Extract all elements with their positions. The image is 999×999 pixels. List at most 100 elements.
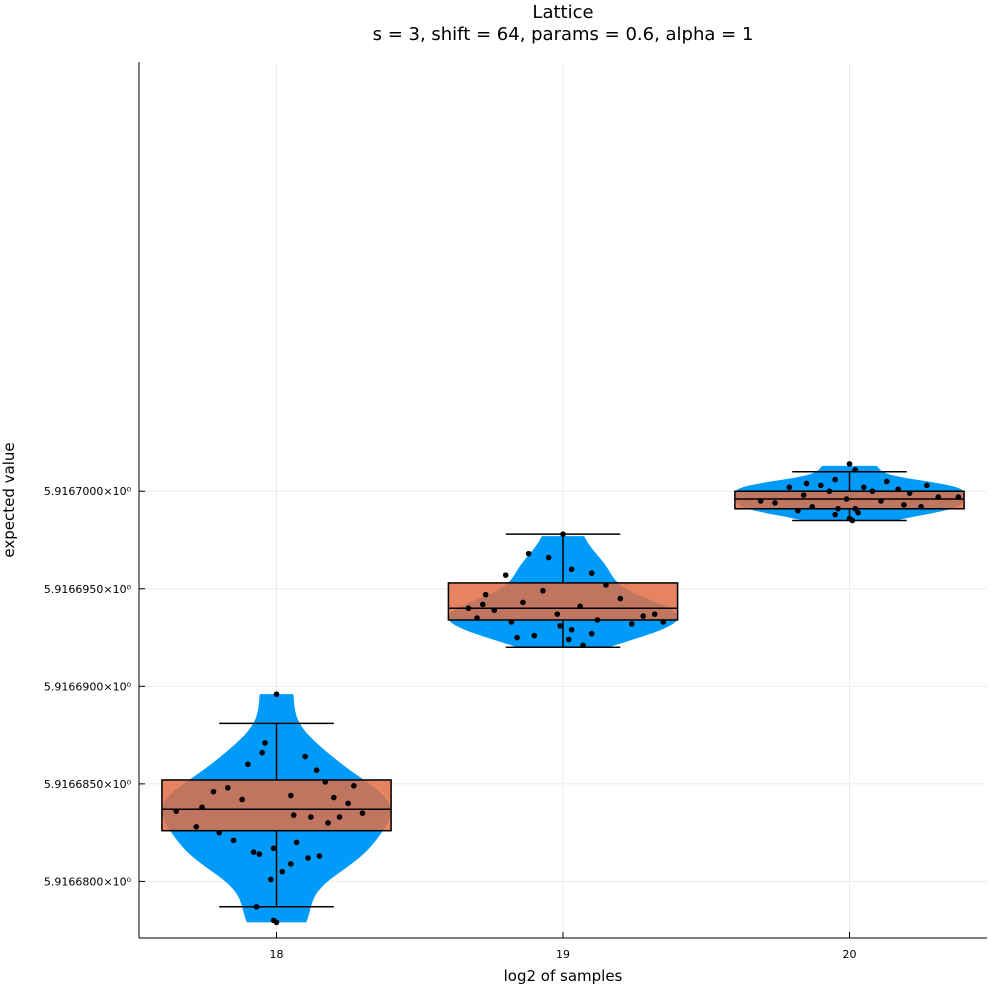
- data-point: [288, 792, 294, 799]
- x-tick-label: 18: [270, 948, 284, 961]
- data-point: [786, 484, 793, 491]
- data-point: [603, 582, 609, 588]
- data-point: [331, 794, 337, 801]
- data-point: [577, 603, 583, 610]
- data-point: [193, 823, 200, 830]
- data-point: [305, 855, 311, 861]
- data-point: [895, 486, 901, 493]
- data-point: [588, 630, 595, 637]
- data-point: [568, 566, 575, 573]
- data-point: [482, 591, 489, 598]
- data-point: [846, 515, 853, 522]
- data-point: [846, 461, 853, 467]
- data-point: [316, 853, 323, 859]
- data-point: [826, 488, 833, 495]
- data-point: [502, 572, 509, 578]
- data-point: [474, 615, 480, 621]
- data-point: [594, 617, 601, 623]
- data-point: [869, 488, 876, 495]
- data-point: [545, 554, 552, 561]
- data-point: [852, 466, 859, 473]
- data-point: [832, 511, 838, 518]
- data-point: [540, 587, 546, 594]
- y-tick-label: 5.9166800×10⁰: [44, 875, 132, 888]
- data-point: [835, 505, 841, 512]
- data-point: [262, 740, 268, 746]
- ticks-layer: 5.9166800×10⁰ 5.9166850×10⁰ 5.9166900×10⁰ 5…: [44, 485, 857, 961]
- data-point: [253, 903, 260, 910]
- data-point: [239, 796, 245, 803]
- data-point: [588, 570, 595, 576]
- data-point: [465, 605, 472, 612]
- series-layer: [161, 461, 965, 926]
- data-point: [565, 636, 572, 643]
- data-point: [173, 808, 180, 814]
- data-point: [520, 599, 526, 606]
- y-axis-label: expected value: [0, 442, 18, 557]
- y-tick-label: 5.9167000×10⁰: [44, 485, 132, 498]
- data-point: [230, 837, 237, 844]
- data-point: [308, 814, 314, 820]
- data-point: [313, 767, 320, 774]
- data-point: [288, 861, 294, 867]
- data-point: [918, 504, 924, 510]
- data-point: [259, 749, 265, 756]
- data-point: [531, 632, 538, 639]
- x-tick-label: 20: [842, 948, 856, 961]
- data-point: [336, 814, 343, 820]
- y-tick-label: 5.9166950×10⁰: [44, 583, 132, 596]
- data-point: [901, 502, 907, 508]
- data-point: [293, 839, 300, 846]
- data-point: [617, 595, 624, 602]
- y-tick-label: 5.9166900×10⁰: [44, 680, 132, 693]
- data-point: [245, 761, 251, 768]
- box: [734, 490, 965, 510]
- chart-title: Lattice: [532, 2, 593, 23]
- data-point: [514, 634, 520, 641]
- data-point: [325, 820, 331, 826]
- data-point: [906, 490, 913, 496]
- data-point: [199, 804, 205, 811]
- chart-subtitle: s = 3, shift = 64, params = 0.6, alpha =…: [373, 24, 754, 45]
- x-tick-label: 19: [556, 948, 570, 961]
- data-point: [290, 812, 297, 818]
- data-point: [580, 642, 586, 649]
- data-point: [322, 779, 329, 785]
- data-point: [924, 482, 930, 489]
- data-point: [628, 621, 635, 627]
- data-point: [772, 500, 778, 506]
- data-point: [359, 810, 366, 816]
- data-point: [557, 623, 563, 629]
- data-point: [800, 492, 807, 498]
- data-point: [861, 484, 867, 491]
- data-point: [757, 498, 764, 504]
- data-point: [568, 626, 575, 633]
- data-point: [351, 783, 357, 789]
- data-point: [803, 480, 810, 487]
- data-point: [273, 691, 280, 697]
- data-point: [279, 868, 286, 875]
- data-point: [250, 849, 257, 855]
- data-point: [660, 619, 667, 625]
- data-point: [883, 478, 890, 485]
- data-point: [935, 494, 942, 500]
- data-point: [256, 851, 263, 857]
- data-point: [345, 800, 351, 807]
- data-point: [302, 753, 308, 760]
- data-point: [809, 504, 816, 510]
- data-point: [491, 607, 498, 614]
- data-point: [554, 611, 561, 617]
- data-point: [640, 613, 647, 619]
- data-point: [855, 509, 861, 516]
- data-point: [955, 494, 962, 500]
- data-point: [878, 498, 884, 504]
- y-tick-label: 5.9166850×10⁰: [44, 778, 132, 791]
- data-point: [525, 550, 532, 557]
- data-point: [795, 507, 801, 514]
- data-point: [560, 531, 566, 537]
- data-point: [479, 601, 486, 608]
- data-point: [651, 611, 658, 617]
- data-point: [843, 496, 850, 502]
- data-point: [818, 482, 824, 489]
- data-point: [832, 476, 838, 483]
